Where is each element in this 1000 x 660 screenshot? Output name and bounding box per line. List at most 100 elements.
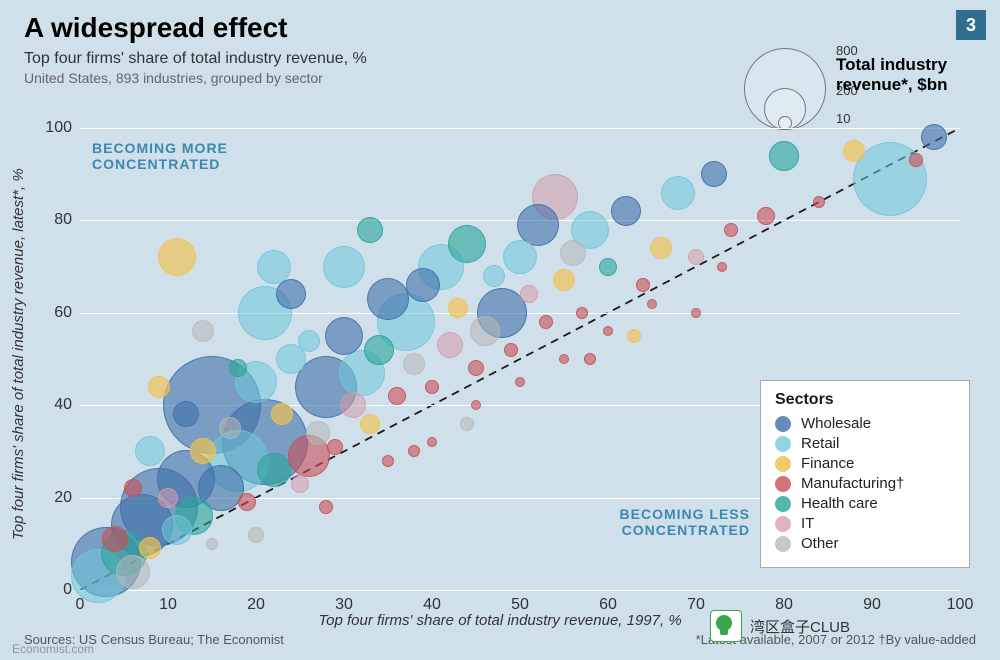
bubble [192, 320, 214, 342]
bubble [403, 353, 425, 375]
bubble [520, 285, 538, 303]
legend-label: Retail [801, 435, 839, 452]
gridline-h [80, 590, 960, 591]
bubble [437, 332, 463, 358]
wechat-icon [710, 610, 742, 642]
y-tick-label: 100 [22, 119, 72, 137]
legend-dot [775, 436, 791, 452]
gridline-h [80, 128, 960, 129]
bubble [470, 316, 500, 346]
bubble [539, 315, 553, 329]
bubble [468, 360, 484, 376]
legend-label: Other [801, 535, 839, 552]
bubble [158, 238, 196, 276]
bubble [627, 329, 641, 343]
bubble [340, 392, 366, 418]
legend-dot [775, 536, 791, 552]
bubble [650, 237, 672, 259]
bubble [504, 343, 518, 357]
bubble [427, 437, 437, 447]
bubble [576, 307, 588, 319]
bubble [206, 538, 218, 550]
bubble [599, 258, 617, 276]
chart-title: A widespread effect [24, 12, 976, 44]
y-tick-label: 0 [22, 581, 72, 599]
bubble [843, 140, 865, 162]
bubble [559, 354, 569, 364]
bubble [173, 401, 199, 427]
x-axis-label: Top four firms' share of total industry … [0, 612, 1000, 629]
y-tick-label: 40 [22, 396, 72, 414]
legend-row: Other [775, 535, 955, 552]
bubble [357, 217, 383, 243]
bubble [560, 240, 586, 266]
bubble [382, 455, 394, 467]
legend-row: Finance [775, 455, 955, 472]
chart-stage: 3 A widespread effect Top four firms' sh… [0, 0, 1000, 660]
bubble [757, 207, 775, 225]
legend-dot [775, 416, 791, 432]
bubble [388, 387, 406, 405]
legend-dot [775, 456, 791, 472]
bubble [327, 439, 343, 455]
watermark: 湾区盒子CLUB [710, 610, 850, 642]
bubble [325, 317, 363, 355]
legend-label: Wholesale [801, 415, 871, 432]
chart-subtitle: Top four firms' share of total industry … [24, 50, 976, 68]
bubble [102, 526, 128, 552]
legend-row: Wholesale [775, 415, 955, 432]
bubble-size-legend-title: Total industry revenue*, $bn [836, 55, 976, 96]
bubble [515, 377, 525, 387]
header: A widespread effect Top four firms' shar… [24, 12, 976, 86]
bubble [139, 537, 161, 559]
bubble [717, 262, 727, 272]
bubble [238, 493, 256, 511]
legend-row: Health care [775, 495, 955, 512]
legend-label: Health care [801, 495, 878, 512]
bubble [360, 414, 380, 434]
bubble [647, 299, 657, 309]
sector-legend-title: Sectors [775, 391, 955, 409]
y-tick-label: 80 [22, 211, 72, 229]
bubble [636, 278, 650, 292]
bubble [367, 278, 409, 320]
sector-legend: Sectors Wholesale Retail Finance Manufactur… [760, 380, 970, 568]
bubble [135, 436, 165, 466]
chart-subnote: United States, 893 industries, grouped b… [24, 70, 976, 86]
bubble [124, 479, 142, 497]
bubble [257, 453, 291, 487]
bubble [584, 353, 596, 365]
bubble [460, 417, 474, 431]
bubble [323, 246, 365, 288]
bubble [158, 488, 178, 508]
y-tick-label: 60 [22, 304, 72, 322]
bubble [688, 249, 704, 265]
bubble [190, 438, 216, 464]
bubble [148, 376, 170, 398]
bubble [408, 445, 420, 457]
bubble [116, 555, 150, 589]
bubble [219, 417, 241, 439]
legend-dot [775, 516, 791, 532]
bubble [162, 515, 192, 545]
legend-dot [775, 496, 791, 512]
brand-label: Economist.com [12, 642, 94, 656]
bubble [319, 500, 333, 514]
legend-label: IT [801, 515, 814, 532]
bubble [406, 268, 440, 302]
bubble [425, 380, 439, 394]
bubble [661, 176, 695, 210]
bubble [364, 335, 394, 365]
legend-label: Finance [801, 455, 854, 472]
bubble [257, 250, 291, 284]
legend-label: Manufacturing† [801, 475, 904, 492]
bubble [291, 475, 309, 493]
bubble-size-legend: 80020010 [740, 40, 830, 130]
size-legend-label: 10 [836, 111, 850, 126]
bubble [271, 403, 293, 425]
quadrant-label-upper: BECOMING MORECONCENTRATED [92, 140, 228, 172]
bubble [448, 298, 468, 318]
legend-row: IT [775, 515, 955, 532]
bubble [553, 269, 575, 291]
bubble [921, 124, 947, 150]
